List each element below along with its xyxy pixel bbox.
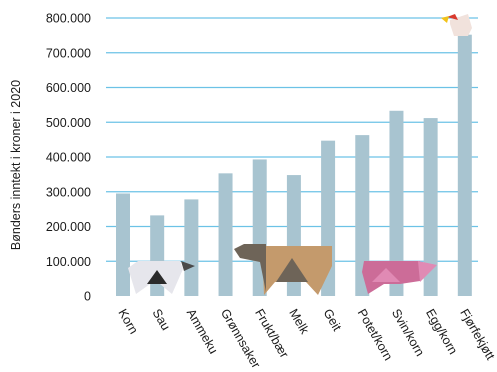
y-tick-label: 400.000 xyxy=(46,151,91,165)
chicken-beak xyxy=(441,16,449,23)
bar-2 xyxy=(184,199,199,296)
y-tick-label: 500.000 xyxy=(46,116,91,130)
chicken-body xyxy=(450,14,472,36)
y-tick-label: 600.000 xyxy=(46,81,91,95)
bar-10 xyxy=(457,34,472,297)
bar-0 xyxy=(116,193,130,296)
pig-belly xyxy=(372,268,400,282)
x-tick-label: Frukt/bær xyxy=(252,307,291,361)
sheep-icon xyxy=(128,261,195,294)
x-tick-label: Ammeku xyxy=(184,307,221,357)
y-tick-label: 100.000 xyxy=(46,255,91,269)
y-tick-label: 800.000 xyxy=(46,12,91,26)
bar-8 xyxy=(389,110,404,296)
y-tick-label: 200.000 xyxy=(46,220,91,234)
x-tick-label: Potet/korn xyxy=(355,307,396,363)
x-tick-label: Egg/korn xyxy=(423,307,460,357)
y-tick-labels: 0 100.000 200.000 300.000 400.000 500.000 600.… xyxy=(46,12,91,304)
x-tick-label: Fjørfekjøtt xyxy=(457,307,497,363)
cow-head xyxy=(234,244,266,292)
x-tick-label: Geit xyxy=(320,307,344,334)
y-tick-label: 300.000 xyxy=(46,185,91,199)
chicken-icon xyxy=(441,14,472,36)
x-tick-label: Svin/korn xyxy=(389,307,427,359)
sheep-face xyxy=(147,270,167,284)
bar-9 xyxy=(423,118,438,296)
pig-icon xyxy=(362,261,437,294)
y-tick-label: 0 xyxy=(84,290,91,304)
sheep-head xyxy=(181,261,195,271)
cow-spot xyxy=(276,258,308,282)
x-tick-label: Melk xyxy=(286,307,312,338)
y-axis-label: Bønders inntekt i kroner i 2020 xyxy=(9,80,23,250)
x-tick-label: Sau xyxy=(150,307,173,333)
cow-icon xyxy=(234,244,332,295)
chicken-comb xyxy=(447,14,458,20)
bar-3 xyxy=(218,173,233,296)
y-tick-label: 700.000 xyxy=(46,46,91,60)
bar-7 xyxy=(355,135,370,296)
pig-head xyxy=(418,261,437,282)
x-tick-label: Korn xyxy=(115,307,140,337)
